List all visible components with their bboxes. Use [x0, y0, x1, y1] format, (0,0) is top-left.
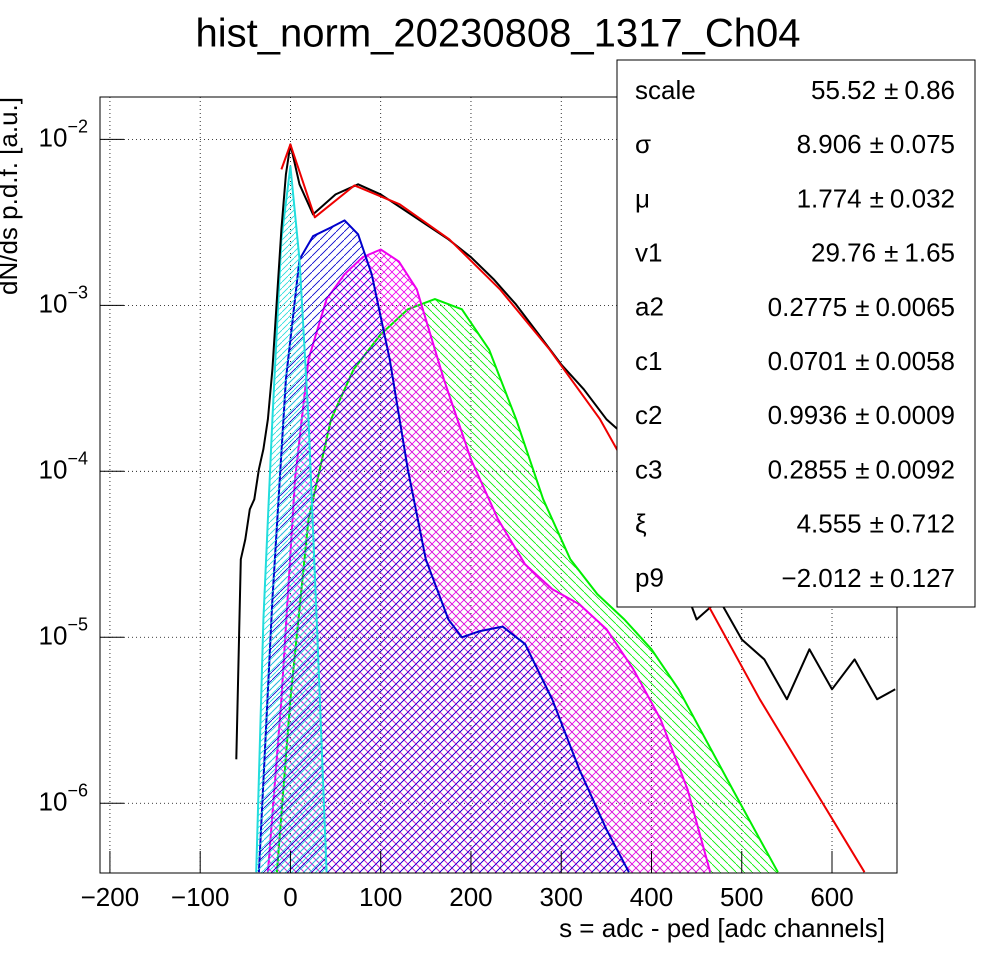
- stat-number: 29.76: [811, 237, 876, 267]
- stat-name: v1: [635, 237, 662, 267]
- axes: −200 −100 0 100 200 300 400 500 60010−610−510−41…: [39, 116, 854, 912]
- y-tick-base: 10: [39, 288, 68, 318]
- stat-value: 8.906 ±0.075: [797, 129, 955, 159]
- y-tick-exponent: −6: [67, 780, 88, 800]
- stat-error: 1.65: [904, 237, 955, 267]
- y-tick-base: 10: [39, 454, 68, 484]
- y-tick-label: 10−2: [39, 116, 88, 152]
- x-tick-label: −200: [81, 882, 140, 912]
- y-tick-label: 10−3: [39, 282, 88, 318]
- y-tick-base: 10: [39, 786, 68, 816]
- stat-pm: ±: [884, 75, 898, 105]
- plot-area: [235, 143, 896, 873]
- stat-error: 0.0058: [875, 346, 955, 376]
- stat-value: 0.9936 ±0.0009: [768, 400, 955, 430]
- stat-name: p9: [635, 563, 664, 593]
- stat-number: 8.906: [797, 129, 862, 159]
- stats-frame: [616, 59, 976, 608]
- stat-value: 0.2855 ±0.0092: [768, 454, 955, 484]
- y-axis-label: dN/ds p.d.f. [a.u.]: [0, 97, 23, 295]
- stat-error: 0.0009: [875, 400, 955, 430]
- x-tick-label: 400: [630, 882, 673, 912]
- stat-name: c2: [635, 400, 662, 430]
- stat-pm: ±: [870, 508, 884, 538]
- stat-number: 0.2855: [768, 454, 848, 484]
- stat-number: 0.2775: [768, 292, 848, 322]
- stat-number: 0.9936: [768, 400, 848, 430]
- y-tick-exponent: −4: [67, 448, 88, 468]
- chart-title: hist_norm_20230808_1317_Ch04: [196, 12, 801, 56]
- y-tick-label: 10−6: [39, 780, 88, 816]
- series-line: [257, 219, 630, 873]
- y-tick-exponent: −5: [67, 614, 88, 634]
- stat-error: 0.712: [890, 508, 955, 538]
- stat-value: 0.2775 ±0.0065: [768, 292, 955, 322]
- y-tick-base: 10: [39, 620, 68, 650]
- stat-error: 0.075: [890, 129, 955, 159]
- stat-value: −2.012 ±0.127: [781, 563, 955, 593]
- series-line: [255, 165, 328, 873]
- y-tick-exponent: −2: [67, 116, 88, 136]
- x-tick-label: 0: [283, 882, 297, 912]
- stat-value: 55.52 ±0.86: [811, 75, 955, 105]
- stat-name: μ: [635, 183, 650, 213]
- stat-name: c1: [635, 346, 662, 376]
- stat-name: c3: [635, 454, 662, 484]
- stat-pm: ±: [884, 237, 898, 267]
- stats-box: scale 55.52 ±0.86 σ 8.906 ±0.075 μ 1.774 ±0.032 v…: [616, 59, 976, 608]
- stat-value: 29.76 ±1.65: [811, 237, 955, 267]
- y-tick-label: 10−5: [39, 614, 88, 650]
- stat-number: 0.0701: [768, 346, 848, 376]
- x-tick-label: 300: [540, 882, 583, 912]
- stat-pm: ±: [855, 400, 869, 430]
- stat-name: a2: [635, 292, 664, 322]
- x-tick-label: 100: [359, 882, 402, 912]
- hatch-fill: [258, 220, 629, 873]
- stat-pm: ±: [870, 563, 884, 593]
- y-tick-label: 10−4: [39, 448, 88, 484]
- stat-error: 0.0092: [875, 454, 955, 484]
- stat-value: 0.0701 ±0.0058: [768, 346, 955, 376]
- x-tick-label: 500: [720, 882, 763, 912]
- x-tick-label: 600: [810, 882, 853, 912]
- stat-pm: ±: [855, 292, 869, 322]
- stat-number: 55.52: [811, 75, 876, 105]
- stat-pm: ±: [870, 129, 884, 159]
- stat-error: 0.0065: [875, 292, 955, 322]
- y-tick-exponent: −3: [67, 282, 88, 302]
- stat-pm: ±: [855, 346, 869, 376]
- stat-pm: ±: [870, 183, 884, 213]
- stat-value: 4.555 ±0.712: [797, 508, 955, 538]
- stat-name: ξ: [635, 508, 647, 538]
- stat-number: 1.774: [797, 183, 862, 213]
- stat-name: scale: [635, 75, 696, 105]
- stat-value: 1.774 ±0.032: [797, 183, 955, 213]
- x-tick-label: −100: [171, 882, 230, 912]
- stat-number: 4.555: [797, 508, 862, 538]
- x-tick-label: 200: [449, 882, 492, 912]
- stat-error: 0.86: [904, 75, 955, 105]
- stat-error: 0.032: [890, 183, 955, 213]
- hatch-fill: [256, 166, 327, 873]
- stat-pm: ±: [855, 454, 869, 484]
- stat-name: σ: [635, 129, 651, 159]
- stat-number: −2.012: [781, 563, 861, 593]
- stat-error: 0.127: [890, 563, 955, 593]
- y-tick-base: 10: [39, 122, 68, 152]
- x-axis-label: s = adc - ped [adc channels]: [559, 913, 885, 943]
